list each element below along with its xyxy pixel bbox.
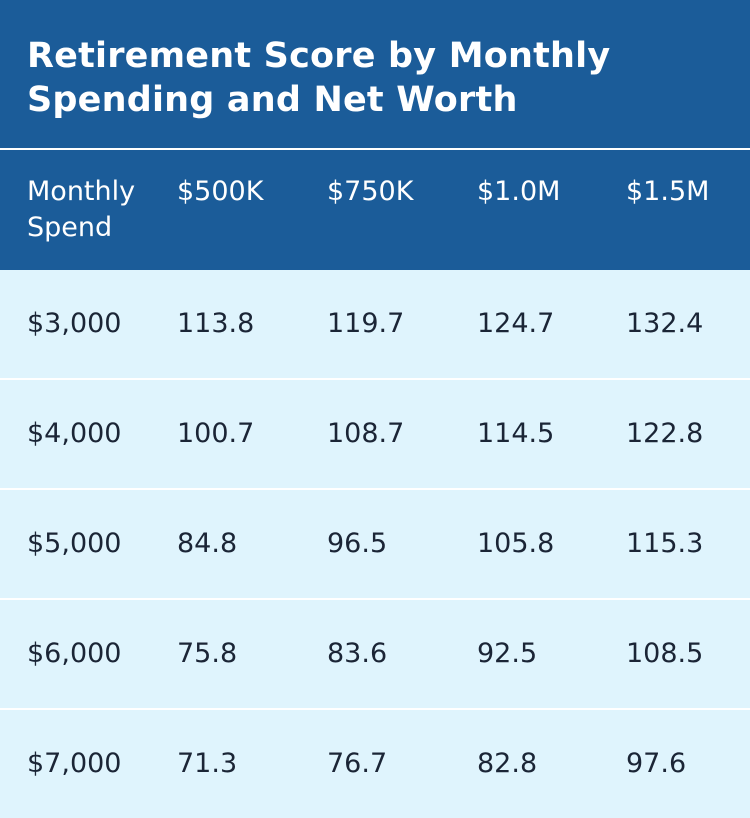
row-separator — [0, 378, 750, 380]
table-row: $5,000 84.8 96.5 105.8 115.3 — [0, 490, 750, 598]
table-cell-500k: 113.8 — [177, 308, 255, 339]
row-separator — [0, 598, 750, 600]
table-cell-1-5m: 115.3 — [626, 528, 704, 559]
table-cell-1-0m: 82.8 — [477, 748, 538, 779]
table-cell-1-5m: 97.6 — [626, 748, 687, 779]
table-cell-500k: 75.8 — [177, 638, 238, 669]
table-row: $4,000 100.7 108.7 114.5 122.8 — [0, 380, 750, 488]
table-cell-500k: 71.3 — [177, 748, 238, 779]
table-cell-750k: 83.6 — [327, 638, 388, 669]
column-header-monthly-spend: Monthly Spend — [27, 176, 136, 243]
row-separator — [0, 488, 750, 490]
table-cell-1-0m: 114.5 — [477, 418, 555, 449]
table-row: $7,000 71.3 76.7 82.8 97.6 — [0, 710, 750, 818]
table-cell-1-5m: 108.5 — [626, 638, 704, 669]
table-row: $6,000 75.8 83.6 92.5 108.5 — [0, 600, 750, 708]
table-cell-monthly-spend: $4,000 — [27, 418, 122, 449]
table-cell-500k: 100.7 — [177, 418, 255, 449]
table-row: $3,000 113.8 119.7 124.7 132.4 — [0, 270, 750, 378]
table-cell-1-0m: 124.7 — [477, 308, 555, 339]
table-cell-1-0m: 105.8 — [477, 528, 555, 559]
column-header-750k: $750K — [327, 176, 414, 207]
table-cell-monthly-spend: $3,000 — [27, 308, 122, 339]
column-header-500k: $500K — [177, 176, 264, 207]
table-body: $3,000 113.8 119.7 124.7 132.4 $4,000 100.7 108… — [0, 270, 750, 818]
table-cell-monthly-spend: $7,000 — [27, 748, 122, 779]
title-bar: Retirement Score by Monthly Spending and… — [0, 0, 750, 148]
table-header-row: Monthly Spend $500K $750K $1.0M $1.5M — [0, 150, 750, 270]
column-header-1-0m: $1.0M — [477, 176, 561, 207]
column-header-1-5m: $1.5M — [626, 176, 710, 207]
table-cell-1-0m: 92.5 — [477, 638, 538, 669]
table-cell-monthly-spend: $6,000 — [27, 638, 122, 669]
row-separator — [0, 708, 750, 710]
header-divider — [0, 148, 750, 150]
table-cell-500k: 84.8 — [177, 528, 238, 559]
table-cell-750k: 108.7 — [327, 418, 405, 449]
table-cell-1-5m: 132.4 — [626, 308, 704, 339]
table-cell-monthly-spend: $5,000 — [27, 528, 122, 559]
table-cell-750k: 76.7 — [327, 748, 388, 779]
table-cell-750k: 96.5 — [327, 528, 388, 559]
table-cell-1-5m: 122.8 — [626, 418, 704, 449]
table-cell-750k: 119.7 — [327, 308, 405, 339]
table-title: Retirement Score by Monthly Spending and… — [27, 36, 611, 120]
